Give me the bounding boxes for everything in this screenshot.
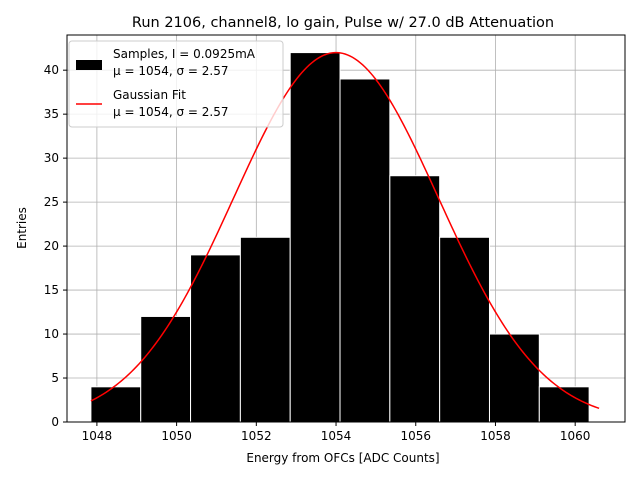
histogram-bar bbox=[488, 333, 540, 423]
histogram-bars bbox=[90, 52, 590, 423]
histogram-bar bbox=[439, 236, 490, 423]
y-tick-label: 20 bbox=[44, 239, 59, 253]
y-tick-label: 25 bbox=[44, 195, 59, 209]
y-tick-label: 30 bbox=[44, 151, 59, 165]
histogram-bar bbox=[538, 386, 590, 423]
plot-frame bbox=[66, 34, 626, 423]
legend-swatch-samples bbox=[76, 60, 102, 70]
y-tick-label: 10 bbox=[44, 327, 59, 341]
legend-frame bbox=[68, 40, 284, 128]
y-axis-label: Entries bbox=[15, 207, 29, 249]
histogram-bar bbox=[190, 254, 241, 423]
histogram-bar bbox=[339, 78, 391, 423]
gaussian-fit-curve bbox=[90, 51, 600, 410]
x-tick-label: 1056 bbox=[400, 429, 431, 443]
x-tick-label: 1052 bbox=[241, 429, 272, 443]
x-tick-label: 1054 bbox=[321, 429, 352, 443]
legend-stats-fit: μ = 1054, σ = 2.57 bbox=[113, 105, 229, 119]
y-tick-label: 35 bbox=[44, 107, 59, 121]
y-tick-label: 40 bbox=[44, 63, 59, 77]
x-axis-label: Energy from OFCs [ADC Counts] bbox=[246, 451, 439, 465]
x-tick-label: 1048 bbox=[82, 429, 113, 443]
histogram-bar bbox=[239, 236, 291, 423]
y-tick-label: 5 bbox=[51, 371, 59, 385]
y-tick-label: 0 bbox=[51, 415, 59, 429]
legend-stats-samples: μ = 1054, σ = 2.57 bbox=[113, 64, 229, 78]
histogram-bar bbox=[289, 52, 341, 423]
histogram-bar bbox=[90, 386, 142, 423]
legend-label-samples: Samples, I = 0.0925mA bbox=[113, 47, 256, 61]
chart-title: Run 2106, channel8, lo gain, Pulse w/ 27… bbox=[132, 15, 554, 31]
histogram-bar bbox=[140, 315, 192, 423]
x-tick-label: 1050 bbox=[161, 429, 192, 443]
y-tick-label: 15 bbox=[44, 283, 59, 297]
y-axis-ticks: 0 5 10 15 20 25 30 35 40 bbox=[44, 63, 67, 429]
x-tick-label: 1058 bbox=[480, 429, 511, 443]
x-tick-label: 1060 bbox=[560, 429, 591, 443]
legend-label-fit: Gaussian Fit bbox=[113, 88, 186, 102]
histogram-bar bbox=[389, 175, 441, 423]
x-axis-ticks: 1048 1050 1052 1054 1056 1058 1060 bbox=[82, 422, 591, 443]
legend: Samples, I = 0.0925mA μ = 1054, σ = 2.57… bbox=[68, 40, 284, 128]
